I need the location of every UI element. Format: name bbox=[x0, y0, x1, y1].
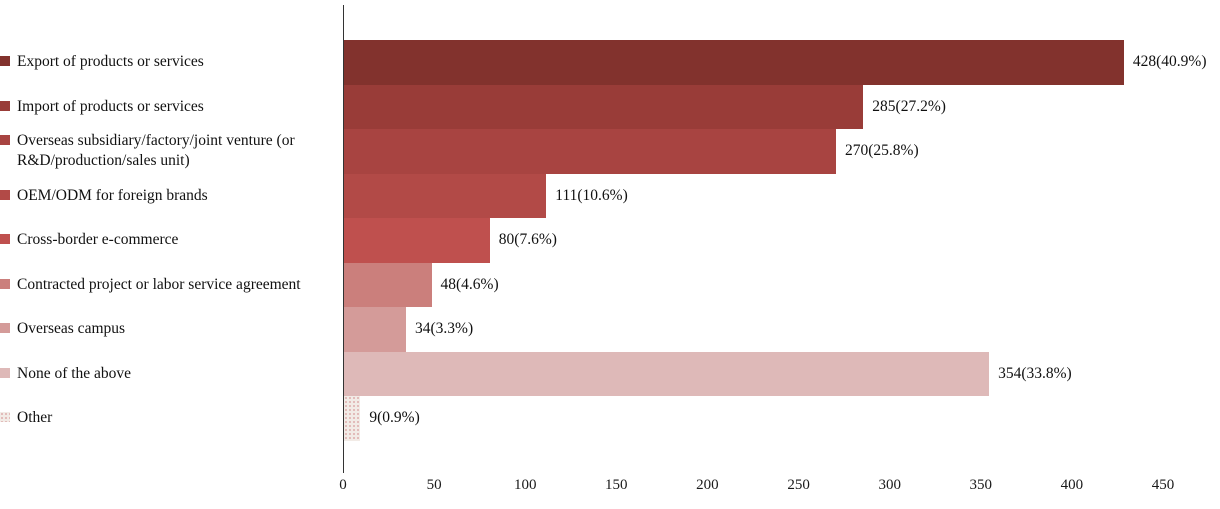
bar-track: 34(3.3%) bbox=[344, 307, 1220, 352]
bullet-square-icon bbox=[0, 412, 10, 423]
category-label: None of the above bbox=[0, 364, 131, 384]
bar-track: 48(4.6%) bbox=[344, 262, 1220, 307]
category-label: Cross-border e-commerce bbox=[0, 230, 178, 250]
bar-value-label: 80(7.6%) bbox=[498, 231, 557, 249]
x-axis-tick-label: 300 bbox=[878, 477, 901, 493]
category-label: Contracted project or labor service agre… bbox=[0, 275, 301, 295]
bullet-square-icon bbox=[0, 323, 10, 334]
category-cell: Overseas campus bbox=[0, 307, 344, 352]
bar bbox=[344, 218, 490, 263]
bar-value-label: 285(27.2%) bbox=[872, 97, 946, 115]
bullet-square-icon bbox=[0, 56, 10, 67]
bullet-square-icon bbox=[0, 367, 10, 378]
category-cell: Export of products or services bbox=[0, 40, 344, 85]
bar bbox=[344, 129, 836, 174]
bar-row: Cross-border e-commerce 80(7.6%) bbox=[0, 218, 1220, 263]
category-label: Export of products or services bbox=[0, 52, 204, 72]
bar-row: OEM/ODM for foreign brands 111(10.6%) bbox=[0, 173, 1220, 219]
bar-value-label: 9(0.9%) bbox=[369, 409, 420, 427]
category-label-text: Export of products or services bbox=[17, 53, 204, 71]
category-label-text: Cross-border e-commerce bbox=[17, 231, 179, 249]
bullet-square-icon bbox=[0, 189, 10, 200]
x-axis-tick-label: 200 bbox=[696, 477, 719, 493]
x-axis-tick-label: 0 bbox=[339, 477, 347, 493]
x-axis-tick-label: 400 bbox=[1060, 477, 1084, 493]
category-label: OEM/ODM for foreign brands bbox=[0, 186, 208, 206]
y-axis-line bbox=[343, 5, 344, 473]
x-axis-tick-label: 100 bbox=[513, 477, 537, 493]
category-label: Overseas campus bbox=[0, 319, 125, 339]
x-axis-tick-labels: 0 50 100 150 200 250 300 350 400 450 bbox=[339, 477, 1175, 499]
category-cell: Import of products or services bbox=[0, 85, 344, 130]
bar bbox=[344, 173, 547, 218]
bar-value-label: 270(25.8%) bbox=[845, 142, 919, 160]
bullet-square-icon bbox=[0, 100, 10, 111]
category-label: Overseas subsidiary/factory/joint ventur… bbox=[0, 131, 336, 171]
bar-row: Other 9(0.9%) bbox=[0, 396, 1220, 441]
x-axis-tick-label: 250 bbox=[787, 477, 810, 493]
category-label-text: None of the above bbox=[17, 364, 132, 382]
bar-row: Export of products or services 428(40.9%) bbox=[0, 40, 1220, 85]
bar-row: Overseas subsidiary/factory/joint ventur… bbox=[0, 129, 1220, 174]
bar-track: 80(7.6%) bbox=[344, 218, 1220, 263]
bar-row: Overseas campus 34(3.3%) bbox=[0, 307, 1220, 352]
category-cell: None of the above bbox=[0, 352, 344, 397]
bar-track: 9(0.9%) bbox=[344, 396, 1220, 441]
bar-track: 270(25.8%) bbox=[344, 129, 1220, 174]
category-label-text: Other bbox=[17, 409, 53, 427]
bar bbox=[344, 84, 864, 129]
bar bbox=[344, 262, 432, 307]
bar-row: Import of products or services 285(27.2%) bbox=[0, 84, 1220, 130]
category-cell: OEM/ODM for foreign brands bbox=[0, 174, 344, 219]
category-label-text: Overseas campus bbox=[17, 320, 126, 338]
bar-value-label: 48(4.6%) bbox=[440, 275, 499, 293]
bar bbox=[344, 396, 361, 441]
bullet-square-icon bbox=[0, 234, 10, 245]
bar-value-label: 34(3.3%) bbox=[415, 320, 474, 338]
category-cell: Other bbox=[0, 396, 344, 441]
bullet-square-icon bbox=[0, 135, 10, 146]
x-axis-tick-label: 350 bbox=[969, 477, 993, 493]
bar-track: 354(33.8%) bbox=[344, 351, 1220, 396]
bar-track: 285(27.2%) bbox=[344, 84, 1220, 129]
category-label-text: Import of products or services bbox=[17, 97, 204, 115]
category-cell: Overseas subsidiary/factory/joint ventur… bbox=[0, 129, 344, 174]
category-label-text: Overseas subsidiary/factory/joint ventur… bbox=[17, 132, 295, 170]
x-axis-tick-label: 450 bbox=[1151, 477, 1175, 493]
bullet-square-icon bbox=[0, 278, 10, 289]
bar bbox=[344, 307, 406, 352]
bar bbox=[344, 351, 990, 396]
category-cell: Contracted project or labor service agre… bbox=[0, 263, 344, 308]
bar-track: 111(10.6%) bbox=[344, 173, 1220, 218]
category-cell: Cross-border e-commerce bbox=[0, 218, 344, 263]
bar-value-label: 354(33.8%) bbox=[998, 364, 1072, 382]
bar-value-label: 111(10.6%) bbox=[555, 186, 628, 204]
bar-value-label: 428(40.9%) bbox=[1132, 53, 1207, 71]
x-axis-tick-label: 150 bbox=[605, 477, 628, 493]
bar-row: None of the above 354(33.8%) bbox=[0, 351, 1220, 397]
bar bbox=[344, 40, 1124, 85]
x-axis-tick-label: 50 bbox=[426, 477, 442, 493]
bar-track: 428(40.9%) bbox=[344, 40, 1220, 85]
category-label-text: Contracted project or labor service agre… bbox=[17, 275, 301, 293]
category-label-text: OEM/ODM for foreign brands bbox=[17, 186, 208, 204]
bar-rows: Export of products or services 428(40.9%)… bbox=[0, 40, 1220, 441]
category-label: Import of products or services bbox=[0, 97, 204, 117]
category-label: Other bbox=[0, 408, 52, 428]
bar-row: Contracted project or labor service agre… bbox=[0, 262, 1220, 308]
